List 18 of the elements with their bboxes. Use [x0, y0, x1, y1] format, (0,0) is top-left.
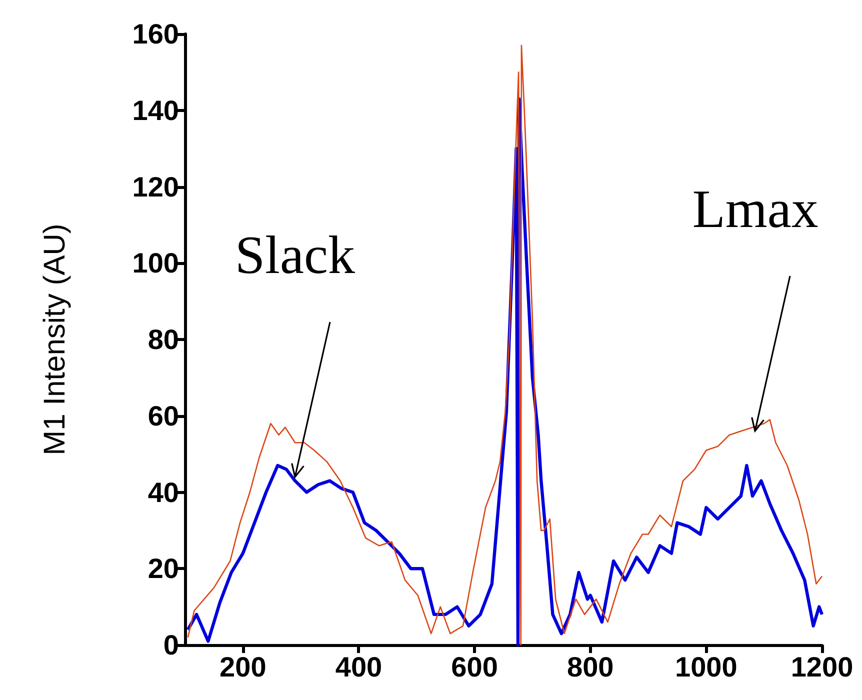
y-tick-label: 40 [148, 476, 179, 508]
annotation: Slack [235, 224, 356, 285]
x-tick-label: 1000 [675, 652, 738, 682]
x-tick-label: 400 [335, 652, 382, 682]
y-tick-label: 60 [148, 400, 179, 432]
x-tick-label: 200 [220, 652, 266, 682]
x-tick-label: 600 [451, 652, 498, 682]
y-tick-label: 140 [132, 94, 179, 126]
y-tick-label: 0 [163, 630, 179, 660]
y-tick-label: 100 [132, 248, 179, 279]
x-tick-label: 1200 [790, 652, 854, 682]
y-tick-label: 20 [148, 553, 179, 584]
y-axis-title: M1 Intensity (AU) [38, 224, 72, 456]
y-tick-label: 80 [148, 324, 179, 355]
x-tick-label: 800 [567, 652, 614, 682]
y-tick-label: 160 [132, 18, 179, 50]
y-tick-label: 120 [132, 171, 179, 202]
annotation: Lmax [692, 179, 818, 240]
